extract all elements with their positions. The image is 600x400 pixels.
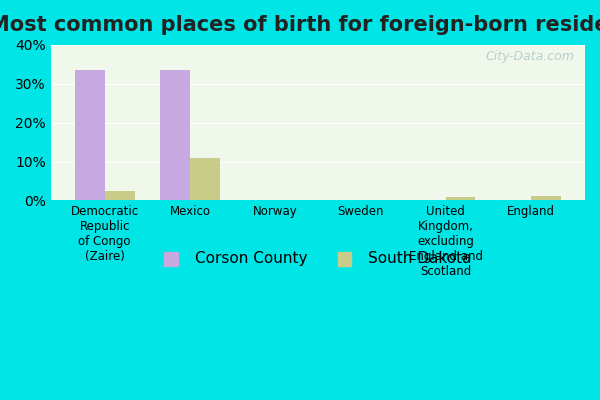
Bar xyxy=(105,191,134,200)
Bar xyxy=(446,197,475,200)
Text: City-Data.com: City-Data.com xyxy=(485,50,574,62)
Bar xyxy=(75,70,105,200)
Legend: Corson County, South Dakota: Corson County, South Dakota xyxy=(157,242,479,274)
Title: Most common places of birth for foreign-born residents: Most common places of birth for foreign-… xyxy=(0,15,600,35)
Bar xyxy=(160,70,190,200)
Bar xyxy=(531,196,561,200)
Bar xyxy=(190,158,220,200)
